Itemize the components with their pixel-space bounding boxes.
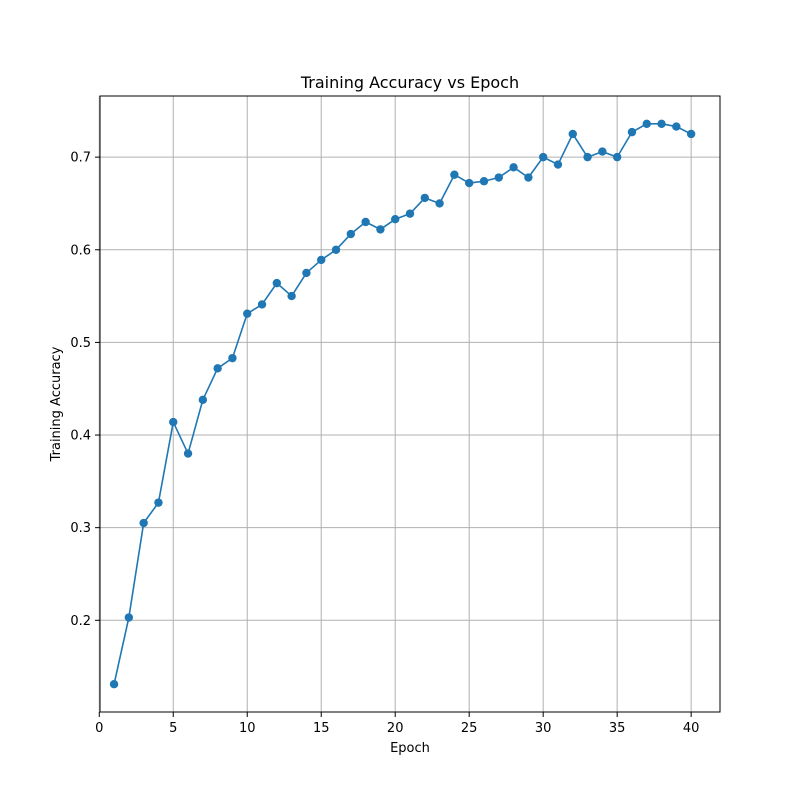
plot-area (100, 96, 720, 712)
data-point (257, 300, 267, 309)
data-point (139, 518, 148, 528)
series-line (113, 122, 692, 685)
data-point (169, 417, 178, 427)
y-tick-label: 0.6 (70, 243, 91, 258)
y-tick-label: 0.4 (70, 429, 91, 444)
data-point (627, 127, 637, 137)
x-tick-label: 30 (535, 721, 552, 736)
axis-ticks: 0 5 10 15 20 25 30 35 40 0.2 0.3 0.4 0.5 0.6 0.7 (70, 151, 699, 736)
y-tick-label: 0.3 (70, 521, 91, 536)
x-tick-label: 25 (461, 721, 478, 736)
x-axis-label: Epoch (390, 741, 430, 756)
data-point (672, 122, 681, 131)
data-point (642, 119, 651, 128)
data-point (538, 152, 548, 162)
y-tick-label: 0.7 (70, 151, 91, 166)
x-tick-label: 35 (609, 721, 626, 736)
data-point (346, 229, 356, 239)
y-axis-label: Training Accuracy (49, 346, 64, 462)
data-point (420, 193, 429, 203)
data-point (568, 129, 577, 139)
data-point (553, 160, 563, 169)
data-point (317, 255, 326, 265)
data-point (243, 309, 252, 318)
data-point (272, 278, 282, 288)
x-tick-label: 20 (387, 721, 404, 736)
data-point (376, 225, 385, 234)
x-tick-label: 10 (239, 721, 256, 736)
data-point (361, 217, 370, 227)
data-point (494, 173, 503, 182)
accuracy-series (109, 119, 696, 689)
data-point (198, 395, 208, 405)
data-point (450, 170, 459, 179)
data-point (183, 449, 193, 458)
data-point (405, 209, 415, 218)
data-point (391, 215, 400, 224)
x-tick-label: 5 (169, 721, 177, 736)
data-point (435, 199, 444, 208)
x-tick-label: 40 (683, 721, 700, 736)
data-point (524, 173, 533, 182)
data-point (479, 177, 489, 186)
data-point (331, 245, 341, 254)
plot-frame (99, 95, 721, 713)
data-point (686, 129, 696, 139)
data-point (583, 152, 592, 162)
data-point (464, 178, 474, 188)
data-point (228, 353, 237, 363)
grid (98, 96, 720, 712)
x-tick-label: 15 (313, 721, 330, 736)
data-point (124, 613, 134, 622)
data-point (509, 163, 518, 172)
data-point (657, 119, 666, 128)
data-point (154, 498, 163, 507)
data-point (213, 364, 222, 373)
data-point (598, 147, 607, 156)
y-tick-label: 0.5 (70, 336, 91, 351)
data-point (287, 291, 296, 301)
x-tick-label: 0 (95, 721, 103, 736)
data-point (612, 152, 622, 162)
chart-title: Training Accuracy vs Epoch (300, 73, 519, 92)
data-point (109, 680, 119, 689)
data-point (302, 268, 311, 278)
y-tick-label: 0.2 (70, 614, 91, 629)
